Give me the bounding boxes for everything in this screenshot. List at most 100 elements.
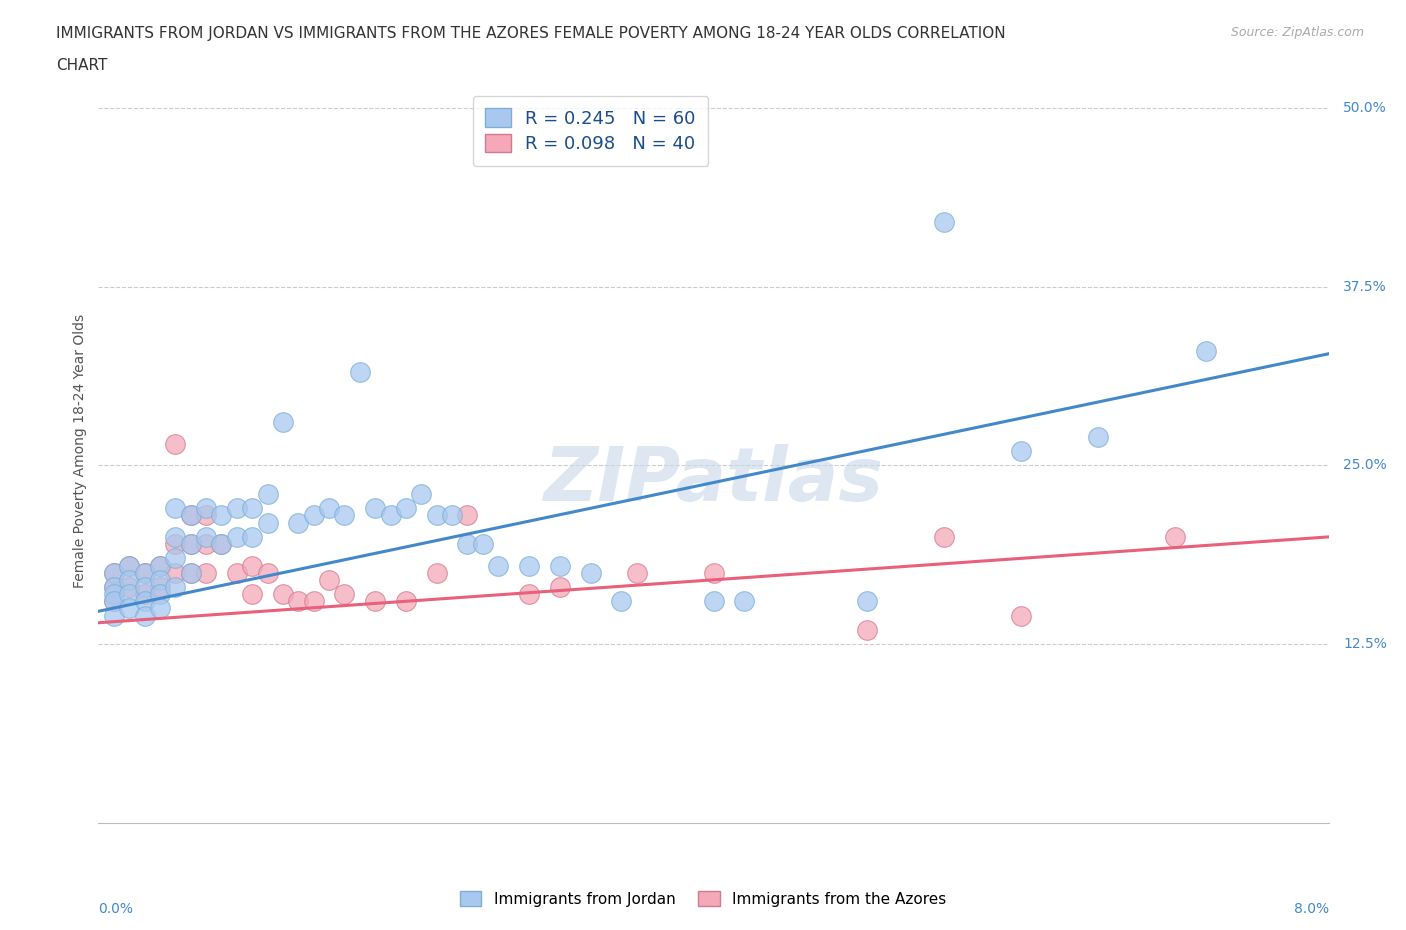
- Point: [456, 537, 478, 551]
- Point: [103, 579, 125, 594]
- Point: [1195, 343, 1218, 358]
- Point: [256, 565, 278, 580]
- Legend: R = 0.245   N = 60, R = 0.098   N = 40: R = 0.245 N = 60, R = 0.098 N = 40: [472, 96, 709, 166]
- Point: [118, 579, 141, 594]
- Point: [180, 537, 202, 551]
- Point: [103, 565, 125, 580]
- Point: [548, 558, 571, 573]
- Point: [1010, 444, 1032, 458]
- Point: [149, 601, 172, 616]
- Point: [103, 594, 125, 609]
- Point: [134, 579, 156, 594]
- Point: [180, 508, 202, 523]
- Point: [180, 565, 202, 580]
- Point: [318, 501, 340, 516]
- Point: [149, 572, 172, 587]
- Point: [118, 558, 141, 573]
- Point: [165, 529, 187, 544]
- Point: [349, 365, 371, 379]
- Point: [703, 565, 725, 580]
- Text: 0.0%: 0.0%: [98, 902, 134, 916]
- Point: [256, 515, 278, 530]
- Point: [395, 501, 418, 516]
- Point: [517, 558, 540, 573]
- Point: [517, 587, 540, 602]
- Text: Source: ZipAtlas.com: Source: ZipAtlas.com: [1230, 26, 1364, 39]
- Point: [380, 508, 402, 523]
- Point: [486, 558, 509, 573]
- Point: [287, 594, 309, 609]
- Point: [134, 594, 156, 609]
- Text: 25.0%: 25.0%: [1344, 458, 1388, 472]
- Point: [471, 537, 494, 551]
- Point: [165, 436, 187, 451]
- Point: [118, 572, 141, 587]
- Point: [195, 529, 218, 544]
- Point: [103, 594, 125, 609]
- Text: 8.0%: 8.0%: [1294, 902, 1329, 916]
- Text: 37.5%: 37.5%: [1344, 280, 1388, 294]
- Text: 50.0%: 50.0%: [1344, 100, 1388, 114]
- Point: [211, 537, 233, 551]
- Point: [211, 508, 233, 523]
- Point: [225, 501, 247, 516]
- Point: [134, 587, 156, 602]
- Point: [118, 601, 141, 616]
- Point: [271, 587, 294, 602]
- Point: [240, 529, 263, 544]
- Y-axis label: Female Poverty Among 18-24 Year Olds: Female Poverty Among 18-24 Year Olds: [73, 314, 87, 588]
- Point: [256, 486, 278, 501]
- Text: IMMIGRANTS FROM JORDAN VS IMMIGRANTS FROM THE AZORES FEMALE POVERTY AMONG 18-24 : IMMIGRANTS FROM JORDAN VS IMMIGRANTS FRO…: [56, 26, 1005, 41]
- Point: [626, 565, 648, 580]
- Point: [934, 215, 956, 230]
- Point: [240, 558, 263, 573]
- Point: [118, 558, 141, 573]
- Point: [118, 587, 141, 602]
- Point: [165, 565, 187, 580]
- Point: [180, 537, 202, 551]
- Point: [441, 508, 464, 523]
- Point: [610, 594, 633, 609]
- Point: [134, 565, 156, 580]
- Point: [395, 594, 418, 609]
- Point: [225, 529, 247, 544]
- Point: [302, 508, 325, 523]
- Text: 12.5%: 12.5%: [1344, 637, 1388, 651]
- Point: [149, 587, 172, 602]
- Point: [364, 501, 387, 516]
- Point: [333, 508, 356, 523]
- Point: [103, 587, 125, 602]
- Point: [103, 565, 125, 580]
- Text: CHART: CHART: [56, 58, 108, 73]
- Point: [165, 501, 187, 516]
- Point: [180, 565, 202, 580]
- Point: [225, 565, 247, 580]
- Point: [195, 508, 218, 523]
- Point: [103, 579, 125, 594]
- Point: [1010, 608, 1032, 623]
- Point: [103, 608, 125, 623]
- Point: [364, 594, 387, 609]
- Point: [165, 537, 187, 551]
- Point: [411, 486, 433, 501]
- Point: [165, 551, 187, 565]
- Point: [934, 529, 956, 544]
- Point: [195, 537, 218, 551]
- Point: [180, 508, 202, 523]
- Point: [149, 558, 172, 573]
- Point: [134, 608, 156, 623]
- Point: [271, 415, 294, 430]
- Point: [856, 594, 879, 609]
- Point: [195, 501, 218, 516]
- Point: [426, 565, 449, 580]
- Point: [318, 572, 340, 587]
- Point: [240, 587, 263, 602]
- Point: [1164, 529, 1187, 544]
- Point: [579, 565, 602, 580]
- Point: [149, 579, 172, 594]
- Point: [211, 537, 233, 551]
- Point: [165, 579, 187, 594]
- Point: [548, 579, 571, 594]
- Point: [456, 508, 478, 523]
- Point: [1087, 430, 1109, 445]
